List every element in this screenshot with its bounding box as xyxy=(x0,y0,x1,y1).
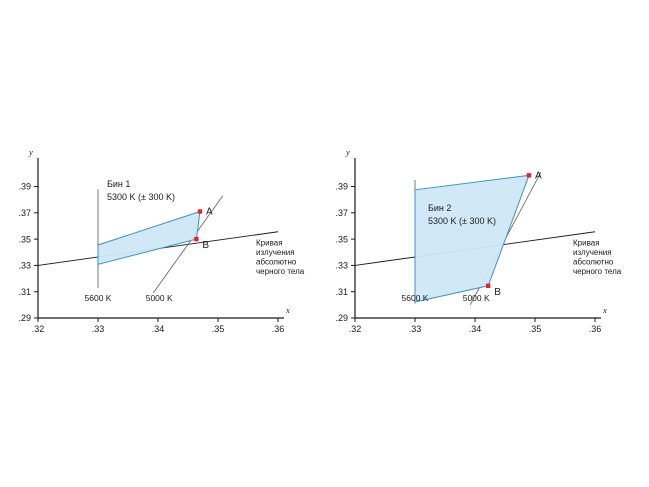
y-tick-label-4: .31 xyxy=(335,287,348,297)
temperature-label-1: 5000 K xyxy=(146,293,173,303)
bin-subtitle: 5300 K (± 300 K) xyxy=(107,192,175,202)
data-point-A[interactable] xyxy=(526,173,532,178)
x-tick-label-0: .32 xyxy=(32,324,45,334)
blackbody-curve-annotation-line-3: черного тела xyxy=(256,267,305,276)
y-tick-label-1: .37 xyxy=(335,208,348,218)
y-tick-label-5: .29 xyxy=(335,313,348,323)
bin-subtitle: 5300 K (± 300 K) xyxy=(428,216,496,226)
x-tick-label-0: .32 xyxy=(349,324,362,334)
bin-region-polygon xyxy=(414,174,530,303)
y-tick-label-3: .33 xyxy=(18,261,31,271)
y-axis-label: y xyxy=(28,147,33,157)
x-tick-label-1: .33 xyxy=(409,324,422,334)
chart-panel-bin2: .32 .33 .34 .35 .36 .39 .37 .35 .33 .31 .29 x y Бин 2… xyxy=(335,147,621,334)
x-tick-label-4: .36 xyxy=(272,324,285,334)
x-tick-label-4: .36 xyxy=(589,324,602,334)
x-tick-label-1: .33 xyxy=(92,324,105,334)
y-tick-label-5: .29 xyxy=(18,313,31,323)
data-point-A[interactable] xyxy=(197,209,203,214)
y-tick-label-0: .39 xyxy=(18,182,31,192)
y-axis-label: y xyxy=(345,147,350,157)
y-tick-label-1: .37 xyxy=(18,208,31,218)
blackbody-curve-annotation-line-2: абсолютно xyxy=(256,258,297,267)
y-tick-label-2: .35 xyxy=(335,234,348,244)
blackbody-curve-annotation-line-0: Кривая xyxy=(573,239,600,248)
temperature-label-0: 5600 K xyxy=(402,293,429,303)
x-axis-label: x xyxy=(602,305,607,315)
y-tick-label-3: .33 xyxy=(335,261,348,271)
data-point-label-B: B xyxy=(202,240,209,251)
iso-temperature-line-1 xyxy=(152,195,224,294)
data-point-B[interactable] xyxy=(486,283,491,288)
y-tick-label-4: .31 xyxy=(18,287,31,297)
x-tick-label-2: .34 xyxy=(152,324,165,334)
bin-title: Бин 1 xyxy=(107,179,130,189)
x-tick-label-2: .34 xyxy=(469,324,482,334)
data-point-label-B: B xyxy=(494,287,501,298)
y-tick-label-2: .35 xyxy=(18,234,31,244)
temperature-label-1: 5000 K xyxy=(463,293,490,303)
blackbody-curve-annotation-line-3: черного тела xyxy=(573,267,622,276)
chart-panel-bin1: .32 .33 .34 .35 .36 .39 .37 .35 .33 .31 .29 x y Бин 1… xyxy=(18,147,304,334)
data-point-label-A: A xyxy=(206,207,213,218)
x-axis-label: x xyxy=(285,305,290,315)
blackbody-curve-annotation-line-1: излучения xyxy=(256,248,295,257)
temperature-label-0: 5600 K xyxy=(85,293,112,303)
bin-region-polygon xyxy=(97,210,201,266)
x-tick-label-3: .35 xyxy=(212,324,225,334)
x-tick-label-3: .35 xyxy=(529,324,542,334)
data-point-B[interactable] xyxy=(194,236,199,242)
bin-title: Бин 2 xyxy=(428,203,451,213)
y-tick-label-0: .39 xyxy=(335,182,348,192)
blackbody-curve-annotation-line-1: излучения xyxy=(573,248,612,257)
data-point-label-A: A xyxy=(535,170,542,181)
blackbody-curve-annotation-line-2: абсолютно xyxy=(573,258,614,267)
blackbody-curve-annotation-line-0: Кривая xyxy=(256,239,283,248)
